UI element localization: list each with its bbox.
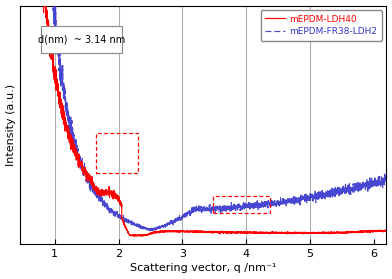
mEPDM-FR38-LDH2 xyxy=(174,219,179,222)
Bar xyxy=(41,26,122,53)
mEPDM-LDH40 xyxy=(338,231,342,234)
Text: d(nm)  ~ 3.14 nm: d(nm) ~ 3.14 nm xyxy=(38,35,125,45)
Line: mEPDM-FR38-LDH2: mEPDM-FR38-LDH2 xyxy=(20,0,387,231)
Bar xyxy=(213,196,270,213)
mEPDM-LDH40 xyxy=(81,169,86,172)
mEPDM-LDH40 xyxy=(174,230,179,233)
mEPDM-LDH40 xyxy=(132,235,137,238)
Line: mEPDM-LDH40: mEPDM-LDH40 xyxy=(20,0,387,236)
mEPDM-FR38-LDH2 xyxy=(81,170,86,174)
mEPDM-FR38-LDH2 xyxy=(384,178,389,181)
Legend: mEPDM-LDH40, mEPDM-FR38-LDH2: mEPDM-LDH40, mEPDM-FR38-LDH2 xyxy=(261,10,382,41)
mEPDM-LDH40 xyxy=(59,108,64,112)
mEPDM-FR38-LDH2 xyxy=(149,229,154,232)
mEPDM-LDH40 xyxy=(377,230,382,233)
mEPDM-FR38-LDH2 xyxy=(377,178,382,181)
mEPDM-LDH40 xyxy=(384,230,389,233)
Y-axis label: Intensity (a.u.): Intensity (a.u.) xyxy=(5,84,16,166)
mEPDM-FR38-LDH2 xyxy=(338,190,342,194)
mEPDM-FR38-LDH2 xyxy=(59,75,64,79)
Bar xyxy=(96,133,138,173)
mEPDM-FR38-LDH2 xyxy=(158,226,163,229)
X-axis label: Scattering vector, q /nm⁻¹: Scattering vector, q /nm⁻¹ xyxy=(130,263,276,273)
mEPDM-LDH40 xyxy=(158,230,163,233)
